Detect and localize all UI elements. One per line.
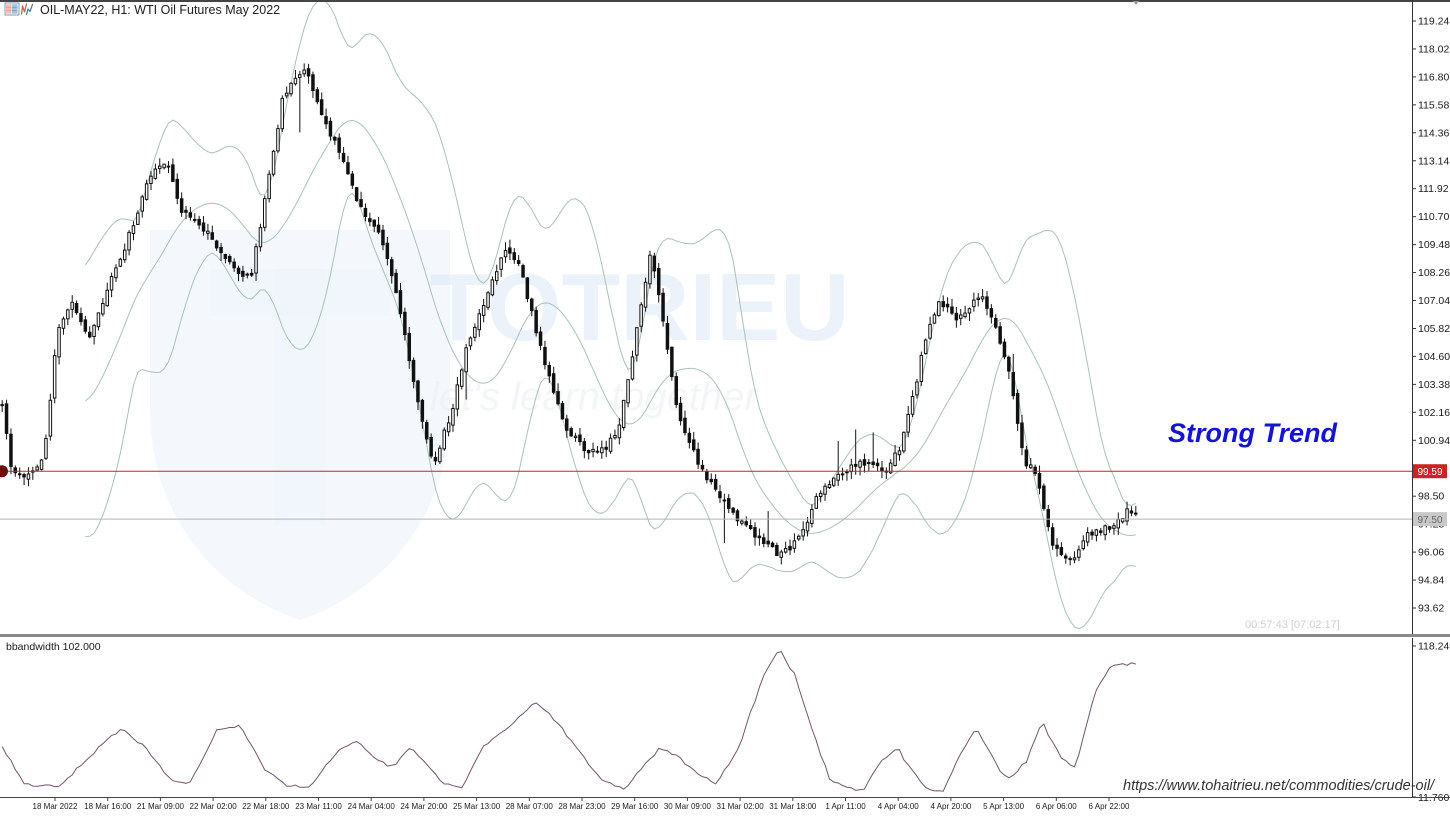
svg-text:99.59: 99.59 — [1417, 467, 1442, 478]
svg-text:94.84: 94.84 — [1418, 575, 1444, 587]
svg-text:1 Apr 11:00: 1 Apr 11:00 — [825, 802, 866, 811]
svg-text:6 Apr 06:00: 6 Apr 06:00 — [1036, 802, 1077, 811]
svg-text:104.60: 104.60 — [1418, 351, 1450, 363]
svg-text:28 Mar 07:00: 28 Mar 07:00 — [506, 802, 554, 811]
svg-text:110.70: 110.70 — [1418, 211, 1449, 223]
svg-text:OIL-MAY22, H1: WTI Oil Future: OIL-MAY22, H1: WTI Oil Futures May 2022 — [40, 3, 280, 17]
svg-text:103.38: 103.38 — [1418, 379, 1450, 391]
svg-text:29 Mar 16:00: 29 Mar 16:00 — [611, 802, 659, 811]
svg-text:28 Mar 23:00: 28 Mar 23:00 — [558, 802, 606, 811]
svg-text:116.80: 116.80 — [1418, 71, 1449, 83]
svg-text:31 Mar 18:00: 31 Mar 18:00 — [769, 802, 817, 811]
svg-text:114.36: 114.36 — [1418, 127, 1449, 139]
svg-text:113.14: 113.14 — [1418, 155, 1449, 167]
svg-text:98.50: 98.50 — [1418, 491, 1444, 503]
svg-text:105.82: 105.82 — [1418, 323, 1450, 335]
svg-text:118.240: 118.240 — [1418, 641, 1450, 653]
svg-text:108.26: 108.26 — [1418, 267, 1450, 279]
svg-text:118.02: 118.02 — [1418, 43, 1449, 55]
svg-text:102.16: 102.16 — [1418, 407, 1450, 419]
svg-text:111.92: 111.92 — [1418, 183, 1449, 195]
svg-text:let's learn together: let's learn together — [430, 375, 760, 419]
svg-text:115.58: 115.58 — [1418, 99, 1449, 111]
svg-text:21 Mar 09:00: 21 Mar 09:00 — [137, 802, 185, 811]
svg-text:4 Apr 04:00: 4 Apr 04:00 — [878, 802, 919, 811]
svg-text:97.50: 97.50 — [1417, 515, 1442, 526]
svg-text:93.62: 93.62 — [1418, 603, 1444, 615]
svg-text:107.04: 107.04 — [1418, 295, 1450, 307]
svg-text:4 Apr 20:00: 4 Apr 20:00 — [930, 802, 971, 811]
svg-text:bbandwidth 102.000: bbandwidth 102.000 — [6, 641, 101, 653]
svg-text:25 Mar 13:00: 25 Mar 13:00 — [453, 802, 501, 811]
svg-text:24 Mar 04:00: 24 Mar 04:00 — [348, 802, 396, 811]
svg-text:18 Mar 2022: 18 Mar 2022 — [33, 802, 78, 811]
svg-text:24 Mar 20:00: 24 Mar 20:00 — [400, 802, 448, 811]
svg-text:119.24: 119.24 — [1418, 16, 1449, 28]
svg-text:31 Mar 02:00: 31 Mar 02:00 — [717, 802, 765, 811]
svg-text:Strong Trend: Strong Trend — [1168, 418, 1338, 448]
svg-text:23 Mar 11:00: 23 Mar 11:00 — [295, 802, 342, 811]
svg-text:22 Mar 02:00: 22 Mar 02:00 — [190, 802, 238, 811]
svg-text:30 Mar 09:00: 30 Mar 09:00 — [664, 802, 712, 811]
svg-text:6 Apr 22:00: 6 Apr 22:00 — [1089, 802, 1130, 811]
svg-text:96.06: 96.06 — [1418, 547, 1444, 559]
svg-text:5 Apr 13:00: 5 Apr 13:00 — [983, 802, 1024, 811]
svg-text:https://www.tohaitrieu.net/com: https://www.tohaitrieu.net/commodities/c… — [1123, 778, 1436, 794]
svg-text:100.94: 100.94 — [1418, 435, 1450, 447]
svg-text:22 Mar 18:00: 22 Mar 18:00 — [242, 802, 290, 811]
svg-text:109.48: 109.48 — [1418, 239, 1450, 251]
svg-text:00:57:43 [07:02:17]: 00:57:43 [07:02:17] — [1245, 619, 1340, 631]
svg-text:18 Mar 16:00: 18 Mar 16:00 — [84, 802, 132, 811]
